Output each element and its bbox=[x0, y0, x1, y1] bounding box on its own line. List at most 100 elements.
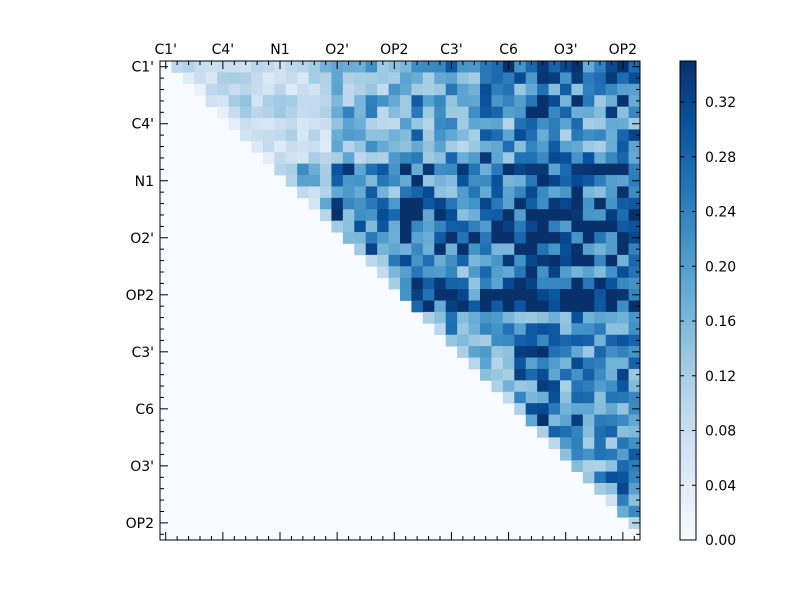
heatmap-cell bbox=[434, 106, 447, 119]
heatmap-cell bbox=[445, 266, 458, 279]
heatmap-cell bbox=[548, 437, 561, 450]
heatmap-cell bbox=[480, 72, 492, 85]
heatmap-cell bbox=[605, 323, 618, 336]
heatmap-cell bbox=[491, 243, 504, 256]
heatmap-cell bbox=[605, 129, 618, 142]
heatmap-cell bbox=[491, 106, 504, 119]
heatmap-cell bbox=[571, 346, 584, 358]
heatmap-cell bbox=[491, 368, 504, 381]
heatmap-cell bbox=[548, 209, 561, 222]
heatmap-cell bbox=[354, 129, 367, 142]
heatmap-cell bbox=[537, 220, 549, 233]
heatmap-cell bbox=[582, 140, 595, 153]
heatmap-cell bbox=[582, 425, 595, 438]
heatmap-cell bbox=[365, 175, 378, 187]
heatmap-cell bbox=[491, 175, 504, 187]
heatmap-cell bbox=[537, 186, 549, 199]
heatmap-cell bbox=[411, 118, 424, 130]
heatmap-cell bbox=[274, 106, 287, 119]
heatmap-cell bbox=[468, 61, 481, 73]
heatmap-cell bbox=[537, 277, 549, 290]
heatmap-cell bbox=[525, 209, 538, 222]
heatmap-cell bbox=[491, 277, 504, 290]
heatmap-cell bbox=[617, 83, 629, 96]
heatmap-cell bbox=[377, 129, 389, 142]
heatmap-cell bbox=[285, 72, 298, 85]
heatmap-cell bbox=[491, 209, 504, 222]
heatmap-cell bbox=[411, 232, 424, 244]
heatmap-cell bbox=[582, 471, 595, 484]
heatmap-cell bbox=[628, 300, 641, 313]
heatmap-cell bbox=[491, 140, 504, 153]
heatmap-cell bbox=[411, 175, 424, 187]
y-tick-label: C6 bbox=[135, 402, 154, 418]
heatmap-cell bbox=[537, 254, 549, 267]
heatmap-cell bbox=[342, 232, 355, 244]
heatmap-cell bbox=[205, 61, 218, 73]
heatmap-cell bbox=[354, 163, 367, 176]
heatmap-cell bbox=[400, 197, 412, 210]
heatmap-cell bbox=[457, 323, 469, 336]
heatmap-cell bbox=[468, 346, 481, 358]
heatmap-cell bbox=[617, 425, 629, 438]
heatmap-cell bbox=[468, 186, 481, 199]
heatmap-cell bbox=[251, 83, 264, 96]
heatmap-cell bbox=[560, 380, 572, 393]
heatmap-cell bbox=[262, 61, 275, 73]
heatmap-cell bbox=[297, 83, 309, 96]
heatmap-cell bbox=[628, 197, 641, 210]
heatmap-cell bbox=[377, 152, 389, 165]
heatmap-cell bbox=[514, 243, 527, 256]
heatmap-cell bbox=[434, 300, 447, 313]
heatmap-cell bbox=[582, 129, 595, 142]
colorbar-tick-label: 0.28 bbox=[705, 150, 736, 166]
heatmap-cell bbox=[365, 197, 378, 210]
heatmap-cell bbox=[548, 95, 561, 108]
heatmap-cell bbox=[537, 163, 549, 176]
heatmap-cell bbox=[525, 72, 538, 85]
heatmap-cell bbox=[400, 152, 412, 165]
heatmap-cell bbox=[377, 163, 389, 176]
heatmap-cell bbox=[571, 140, 584, 153]
heatmap-cell bbox=[445, 163, 458, 176]
heatmap-cell bbox=[502, 95, 515, 108]
heatmap-cell bbox=[514, 61, 527, 73]
heatmap-cell bbox=[480, 357, 492, 370]
heatmap-cell bbox=[457, 175, 469, 187]
heatmap-cell bbox=[502, 175, 515, 187]
heatmap-cell bbox=[365, 72, 378, 85]
heatmap-cell bbox=[594, 425, 607, 438]
heatmap-cell bbox=[365, 152, 378, 165]
heatmap-cell bbox=[480, 83, 492, 96]
heatmap-cell bbox=[342, 140, 355, 153]
heatmap-cell bbox=[594, 220, 607, 233]
heatmap-cell bbox=[354, 152, 367, 165]
heatmap-cell bbox=[194, 72, 207, 85]
heatmap-cell bbox=[582, 106, 595, 119]
heatmap-cell bbox=[411, 186, 424, 199]
colorbar-tick-label: 0.08 bbox=[705, 424, 736, 440]
colorbar bbox=[679, 60, 697, 541]
heatmap-cell bbox=[240, 129, 252, 142]
heatmap-cell bbox=[571, 368, 584, 381]
heatmap-cell bbox=[525, 163, 538, 176]
heatmap-cell bbox=[548, 232, 561, 244]
heatmap-cell bbox=[537, 118, 549, 130]
heatmap-cell bbox=[560, 220, 572, 233]
heatmap-cell bbox=[491, 380, 504, 393]
heatmap-cell bbox=[308, 129, 321, 142]
heatmap-cell bbox=[354, 72, 367, 85]
heatmap-cell bbox=[297, 72, 309, 85]
heatmap-cell bbox=[617, 118, 629, 130]
heatmap-cell bbox=[308, 72, 321, 85]
heatmap-cell bbox=[365, 243, 378, 256]
heatmap-cell bbox=[228, 83, 241, 96]
heatmap-cell bbox=[525, 414, 538, 427]
heatmap-cell bbox=[251, 61, 264, 73]
heatmap-cell bbox=[605, 152, 618, 165]
heatmap-cell bbox=[331, 197, 344, 210]
heatmap-cell bbox=[617, 357, 629, 370]
heatmap-cell bbox=[628, 368, 641, 381]
heatmap-cell bbox=[262, 95, 275, 108]
heatmap-cell bbox=[491, 289, 504, 301]
